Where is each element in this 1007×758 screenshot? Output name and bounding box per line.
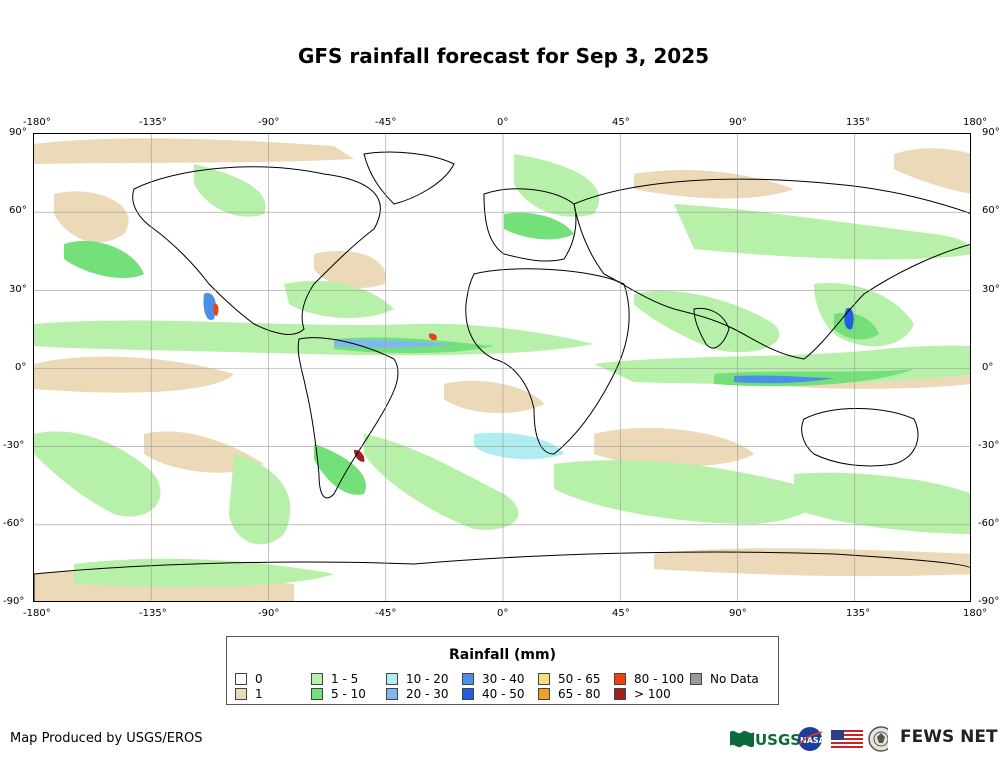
legend-title: Rainfall (mm) — [449, 647, 556, 663]
legend-item-30-40: 30 - 40 — [462, 672, 525, 686]
rainfall-field-heavy — [203, 293, 854, 462]
legend-label: > 100 — [634, 687, 671, 701]
lon-label: 45° — [612, 117, 630, 128]
lon-label: -180° — [23, 117, 51, 128]
legend: Rainfall (mm) 0 1 1 - 5 5 - 10 10 - 20 2… — [226, 636, 779, 705]
agency-logos: USGS NASA — [730, 726, 894, 752]
lon-label: 0° — [497, 608, 509, 619]
legend-swatch — [462, 673, 474, 685]
lat-label: 60° — [9, 205, 27, 216]
legend-label: 10 - 20 — [406, 672, 449, 686]
svg-text:USGS: USGS — [755, 731, 801, 749]
legend-item-65-80: 65 - 80 — [538, 687, 601, 701]
lon-label: -45° — [375, 608, 397, 619]
legend-label: 80 - 100 — [634, 672, 685, 686]
legend-label: 40 - 50 — [482, 687, 525, 701]
lon-label: -180° — [23, 608, 51, 619]
legend-item-0: 0 — [235, 672, 263, 686]
lon-label: -135° — [139, 608, 167, 619]
lon-label: 90° — [729, 117, 747, 128]
lat-label: -30° — [3, 440, 25, 451]
rainfall-field-1-5mm — [34, 154, 970, 587]
legend-swatch — [386, 673, 398, 685]
lon-label: 90° — [729, 608, 747, 619]
legend-swatch — [235, 688, 247, 700]
legend-item-5-10: 5 - 10 — [311, 687, 366, 701]
legend-label: 1 — [255, 687, 263, 701]
lat-label: 90° — [982, 127, 1000, 138]
legend-label: 1 - 5 — [331, 672, 359, 686]
legend-swatch — [462, 688, 474, 700]
lon-label: 0° — [497, 117, 509, 128]
coastlines — [34, 151, 970, 601]
lon-label: 180° — [963, 608, 988, 619]
legend-swatch — [690, 673, 702, 685]
lat-label: -90° — [3, 596, 25, 607]
legend-item-10-20: 10 - 20 — [386, 672, 449, 686]
lat-label: 30° — [982, 284, 1000, 295]
graticule — [34, 134, 970, 601]
legend-swatch — [311, 688, 323, 700]
lat-label: -60° — [978, 518, 1000, 529]
legend-label: 0 — [255, 672, 263, 686]
lat-label: 90° — [9, 127, 27, 138]
lat-label: -30° — [978, 440, 1000, 451]
legend-label: No Data — [710, 672, 759, 686]
legend-swatch — [386, 688, 398, 700]
legend-swatch — [235, 673, 247, 685]
legend-swatch — [614, 688, 626, 700]
lat-label: 0° — [15, 362, 27, 373]
lon-label: 180° — [963, 117, 988, 128]
rainfall-field-1mm — [34, 138, 970, 601]
us-flag — [831, 730, 863, 748]
legend-item-over-100: > 100 — [614, 687, 671, 701]
footer-logos: USGS NASA FEWS NET — [728, 724, 998, 754]
legend-item-no-data: No Data — [690, 672, 759, 686]
rainfall-map[interactable] — [33, 133, 971, 602]
lon-label: -45° — [375, 117, 397, 128]
lat-label: -60° — [3, 518, 25, 529]
map-svg — [34, 134, 970, 601]
legend-label: 5 - 10 — [331, 687, 366, 701]
legend-swatch — [311, 673, 323, 685]
legend-label: 30 - 40 — [482, 672, 525, 686]
lat-label: 30° — [9, 284, 27, 295]
legend-swatch — [614, 673, 626, 685]
map-credit: Map Produced by USGS/EROS — [10, 731, 203, 746]
legend-item-1: 1 — [235, 687, 263, 701]
legend-item-80-100: 80 - 100 — [614, 672, 684, 686]
legend-item-20-30: 20 - 30 — [386, 687, 449, 701]
lon-label: 135° — [846, 117, 871, 128]
fews-net-logo: FEWS NET — [900, 727, 998, 747]
legend-item-1-5: 1 - 5 — [311, 672, 358, 686]
usgs-logo: USGS — [730, 730, 801, 749]
legend-item-50-65: 50 - 65 — [538, 672, 601, 686]
lat-label: -90° — [978, 596, 1000, 607]
legend-label: 50 - 65 — [558, 672, 601, 686]
legend-label: 20 - 30 — [406, 687, 449, 701]
lon-label: 135° — [846, 608, 871, 619]
lon-label: -135° — [139, 117, 167, 128]
svg-text:NASA: NASA — [800, 736, 826, 745]
legend-swatch — [538, 673, 550, 685]
lon-label: 45° — [612, 608, 630, 619]
map-title: GFS rainfall forecast for Sep 3, 2025 — [297, 44, 710, 68]
lat-label: 60° — [982, 205, 1000, 216]
lat-label: 0° — [982, 362, 994, 373]
legend-item-40-50: 40 - 50 — [462, 687, 525, 701]
legend-swatch — [538, 688, 550, 700]
lon-label: -90° — [258, 608, 280, 619]
lon-label: -90° — [258, 117, 280, 128]
legend-label: 65 - 80 — [558, 687, 601, 701]
nasa-logo: NASA — [798, 727, 826, 751]
state-department-seal — [868, 726, 894, 752]
